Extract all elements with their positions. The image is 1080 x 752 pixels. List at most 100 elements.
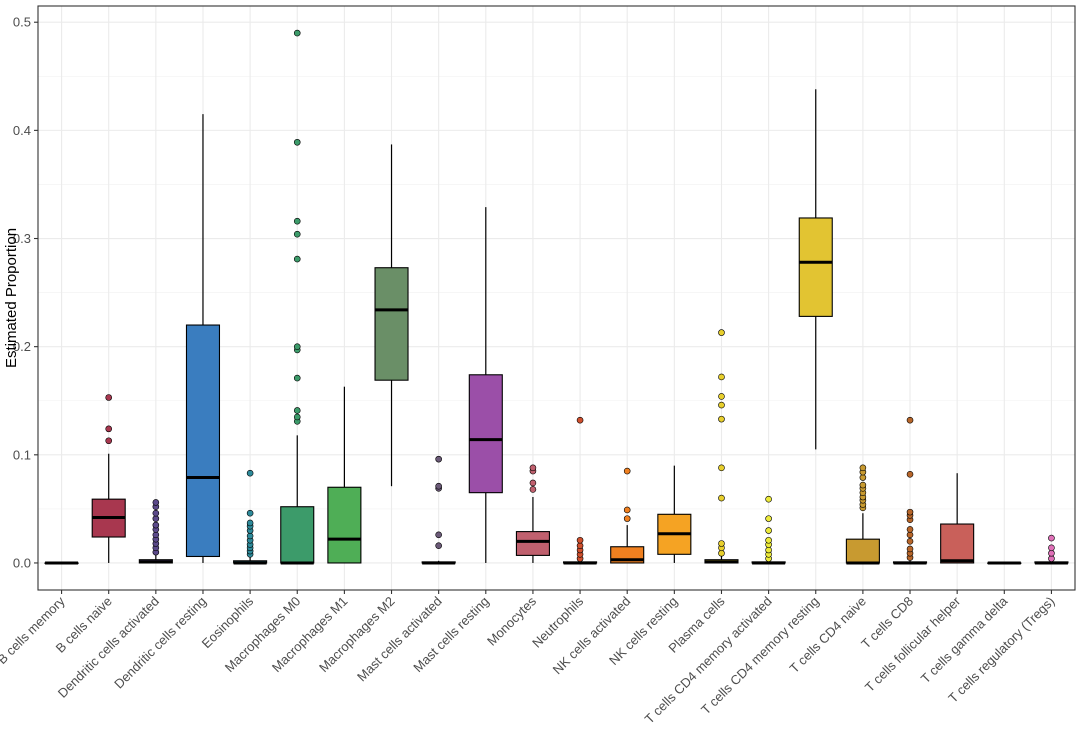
outlier-point — [435, 455, 442, 463]
box-group — [845, 464, 880, 565]
outlier-point — [859, 464, 867, 472]
outlier-point — [623, 506, 631, 514]
outlier-point — [152, 499, 160, 506]
outlier-point — [152, 531, 160, 539]
outlier-point — [435, 542, 442, 549]
box — [374, 267, 409, 381]
box — [327, 486, 362, 564]
y-axis-title: Estimated Proportion — [3, 228, 20, 368]
y-tick-label: 0.0 — [13, 555, 31, 570]
box-group — [468, 207, 503, 563]
outlier-point — [576, 542, 584, 549]
box — [845, 538, 880, 564]
outlier-point — [246, 532, 254, 540]
outlier-point — [293, 374, 301, 382]
outlier-point — [529, 464, 537, 472]
outlier-point — [576, 416, 584, 424]
box — [515, 531, 550, 556]
boxes — [44, 29, 1069, 565]
outlier-point — [859, 474, 867, 481]
outlier-point — [906, 470, 914, 478]
outlier-point — [1048, 555, 1055, 562]
box — [185, 324, 221, 558]
y-tick-label: 0.5 — [13, 15, 31, 30]
box — [798, 217, 833, 317]
outlier-point — [718, 415, 725, 423]
box-group — [138, 499, 173, 564]
outlier-point — [906, 526, 914, 533]
box-group — [185, 114, 221, 563]
y-axis: 0.0 0.1 0.2 0.3 0.4 0.5 — [13, 15, 38, 570]
box-group — [327, 386, 362, 564]
outlier-point — [718, 549, 725, 557]
outlier-point — [293, 138, 301, 146]
outlier-point — [246, 519, 254, 527]
outlier-point — [765, 515, 772, 522]
outlier-point — [529, 479, 537, 487]
outlier-point — [293, 255, 301, 263]
outlier-point — [529, 486, 537, 493]
outlier-point — [623, 515, 631, 522]
box-group — [892, 416, 928, 565]
outlier-point — [435, 482, 442, 490]
outlier-point — [435, 531, 442, 539]
outlier-point — [765, 546, 772, 554]
outlier-point — [576, 536, 584, 544]
box-group — [280, 29, 315, 565]
outlier-point — [152, 515, 160, 522]
outlier-point — [718, 540, 725, 547]
box-group — [91, 394, 126, 563]
box-group — [44, 561, 79, 565]
outlier-point — [105, 437, 113, 445]
outlier-point — [765, 536, 772, 544]
box-group — [421, 455, 456, 565]
outlier-point — [859, 481, 867, 489]
plot-border — [37, 5, 1076, 591]
box-group — [233, 469, 268, 565]
box-group — [610, 467, 645, 564]
outlier-point — [246, 469, 254, 477]
outlier-point — [152, 521, 160, 529]
outlier-point — [1048, 544, 1055, 552]
outlier-point — [718, 373, 725, 381]
outlier-point — [1048, 549, 1055, 557]
outlier-point — [293, 413, 301, 421]
box-group — [374, 144, 409, 487]
box-group — [657, 465, 692, 563]
box-group — [798, 89, 833, 450]
y-tick-label: 0.1 — [13, 447, 31, 462]
outlier-point — [906, 416, 914, 424]
outlier-point — [105, 425, 113, 433]
outlier-point — [293, 29, 301, 37]
box — [468, 374, 503, 494]
outlier-point — [105, 394, 113, 401]
x-tick-label: T cells gamma delta — [918, 593, 1011, 686]
outlier-point — [623, 467, 631, 475]
outlier-point — [152, 509, 160, 517]
outlier-point — [718, 401, 725, 409]
box — [280, 506, 315, 564]
outlier-point — [906, 538, 914, 545]
outlier-point — [246, 509, 254, 517]
outlier-point — [906, 508, 914, 516]
y-tick-label: 0.3 — [13, 231, 31, 246]
box-group — [515, 464, 550, 563]
box-group — [940, 473, 975, 564]
y-tick-label: 0.4 — [13, 123, 31, 138]
box-group — [751, 495, 786, 565]
x-tick-label: Dendritic cells resting — [111, 594, 209, 692]
outlier-point — [293, 343, 301, 350]
x-tick-label: B cells memory — [0, 593, 68, 667]
outlier-point — [1048, 534, 1055, 542]
outlier-point — [293, 230, 301, 238]
box-group — [704, 329, 739, 564]
outlier-point — [718, 393, 725, 400]
outlier-point — [718, 464, 725, 472]
box-group — [987, 561, 1022, 565]
box-group — [1034, 534, 1069, 565]
outlier-point — [293, 407, 301, 414]
y-tick-label: 0.2 — [13, 339, 31, 354]
box-group — [563, 416, 598, 565]
box — [940, 523, 975, 564]
